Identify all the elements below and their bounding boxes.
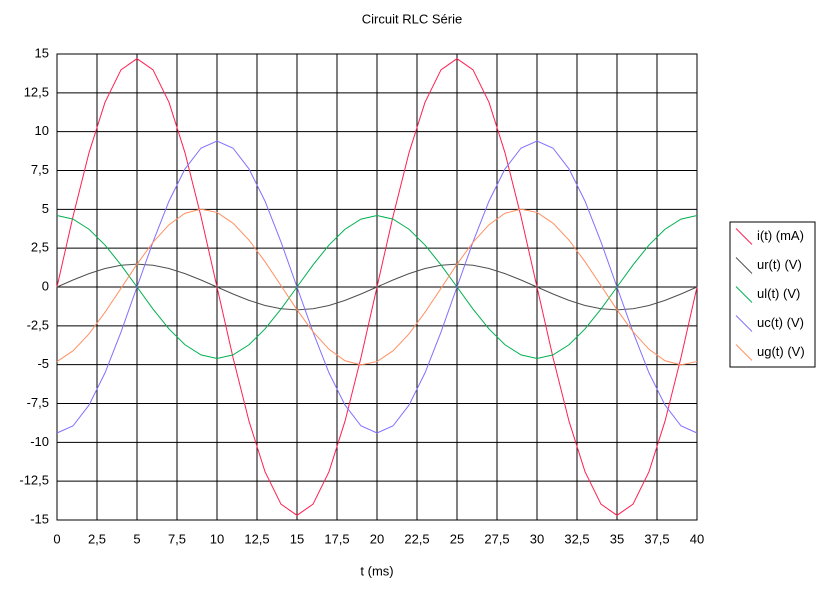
x-tick-label: 10 xyxy=(210,531,224,546)
x-tick-label: 30 xyxy=(530,531,544,546)
y-tick-label: -7,5 xyxy=(27,395,49,410)
y-tick-label: -12,5 xyxy=(19,473,49,488)
x-tick-label: 2,5 xyxy=(88,531,106,546)
series-line xyxy=(56,215,698,359)
series-line xyxy=(56,263,698,311)
y-tick-label: -2,5 xyxy=(27,317,49,332)
legend-swatch xyxy=(735,228,753,245)
series-line xyxy=(56,140,698,434)
legend-swatch xyxy=(735,286,753,303)
x-tick-label: 35 xyxy=(610,531,624,546)
y-tick-label: 2,5 xyxy=(31,240,49,255)
y-tick-label: 15 xyxy=(35,45,49,60)
y-tick-label: -5 xyxy=(37,356,49,371)
y-tick-label: 0 xyxy=(42,278,49,293)
y-tick-label: 12,5 xyxy=(24,84,49,99)
x-tick-label: 37,5 xyxy=(644,531,669,546)
x-tick-label: 5 xyxy=(133,531,140,546)
x-tick-label: 22,5 xyxy=(404,531,429,546)
legend-label: ur(t) (V) xyxy=(757,257,802,272)
legend-swatch xyxy=(735,344,753,361)
y-tick-label: -10 xyxy=(30,434,49,449)
x-tick-label: 15 xyxy=(290,531,304,546)
series-line xyxy=(56,208,698,366)
x-tick-label: 0 xyxy=(53,531,60,546)
chart-title: Circuit RLC Série xyxy=(362,11,462,26)
y-tick-label: -15 xyxy=(30,511,49,526)
legend-label: i(t) (mA) xyxy=(757,228,804,243)
x-tick-label: 25 xyxy=(450,531,464,546)
y-tick-label: 7,5 xyxy=(31,162,49,177)
x-tick-label: 32,5 xyxy=(564,531,589,546)
x-tick-label: 7,5 xyxy=(168,531,186,546)
x-tick-label: 12,5 xyxy=(244,531,269,546)
y-tick-label: 10 xyxy=(35,123,49,138)
legend-label: ug(t) (V) xyxy=(757,344,805,359)
y-tick-label: 5 xyxy=(42,201,49,216)
x-tick-label: 20 xyxy=(370,531,384,546)
x-tick-label: 27,5 xyxy=(484,531,509,546)
x-axis-label: t (ms) xyxy=(360,563,393,578)
legend-label: uc(t) (V) xyxy=(757,315,804,330)
legend-label: ul(t) (V) xyxy=(757,286,800,301)
x-tick-label: 40 xyxy=(690,531,704,546)
x-tick-label: 17,5 xyxy=(324,531,349,546)
legend-swatch xyxy=(735,257,753,274)
legend-swatch xyxy=(735,315,753,332)
